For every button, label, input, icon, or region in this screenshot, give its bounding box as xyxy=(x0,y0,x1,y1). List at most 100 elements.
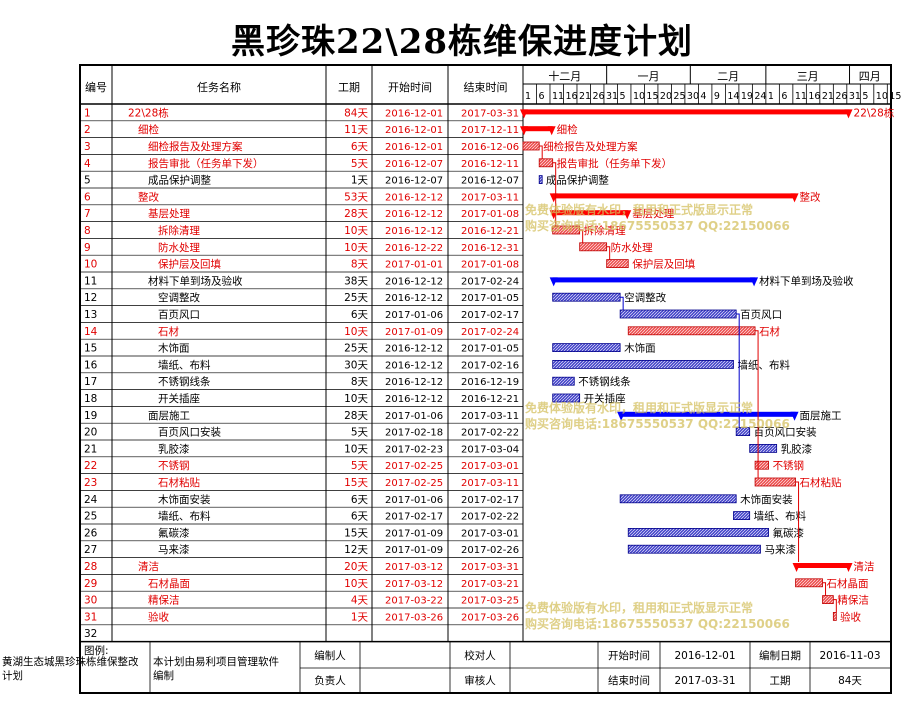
task-end: 2016-12-21 xyxy=(461,226,519,237)
task-bar xyxy=(627,326,756,336)
task-end: 2017-02-17 xyxy=(461,495,519,506)
bar-label: 整改 xyxy=(800,190,821,203)
summary-bar-start-cap xyxy=(792,563,801,572)
day-tick-label: 1 xyxy=(525,91,531,102)
day-tick-label: 10 xyxy=(633,91,645,102)
task-bar xyxy=(579,242,608,252)
watermark-text: 免费体验版有水印，租用和正式版显示正常 xyxy=(525,600,753,615)
task-start: 2016-12-12 xyxy=(385,192,443,203)
column-header: 结束时间 xyxy=(464,81,508,94)
bar-label: 墙纸、布料 xyxy=(737,358,790,371)
task-id: 24 xyxy=(84,494,98,506)
task-name: 细检 xyxy=(138,123,159,136)
task-id: 5 xyxy=(84,175,91,187)
task-end: 2017-03-01 xyxy=(461,528,519,539)
start-time-value: 2016-12-01 xyxy=(674,650,735,662)
task-name: 成品保护调整 xyxy=(148,174,211,187)
task-end: 2017-01-05 xyxy=(461,344,519,355)
task-start: 2016-12-22 xyxy=(385,243,443,254)
dependency-link xyxy=(755,330,759,478)
summary-bar xyxy=(552,193,796,199)
task-duration: 4天 xyxy=(351,595,369,607)
task-name: 不锈钢线条 xyxy=(158,375,211,388)
task-bar xyxy=(822,595,834,604)
task-name: 乳胶漆 xyxy=(158,442,190,455)
day-tick-label: 9 xyxy=(714,91,720,102)
task-duration: 5天 xyxy=(351,427,369,439)
task-id: 7 xyxy=(84,208,91,220)
day-tick-label: 19 xyxy=(741,91,753,102)
task-name: 验收 xyxy=(148,610,169,623)
task-start: 2017-02-25 xyxy=(385,461,443,472)
task-bar xyxy=(754,477,796,487)
task-name: 22\28栋 xyxy=(128,106,169,119)
footer-note-line2: 编制 xyxy=(153,669,174,682)
task-end: 2017-03-25 xyxy=(461,596,519,607)
month-label: 一月 xyxy=(637,70,659,83)
task-id: 20 xyxy=(84,427,97,439)
month-label: 三月 xyxy=(797,70,819,83)
task-bar xyxy=(619,494,737,504)
task-bar xyxy=(735,427,751,437)
task-start: 2017-01-06 xyxy=(385,495,443,506)
task-start: 2017-02-17 xyxy=(385,512,443,523)
task-duration: 15天 xyxy=(344,477,368,489)
task-id: 25 xyxy=(84,511,97,523)
task-name: 马来漆 xyxy=(158,543,190,556)
task-end: 2017-01-05 xyxy=(461,293,519,304)
compile-date-value: 2016-11-03 xyxy=(819,650,880,662)
day-tick-label: 6 xyxy=(538,91,544,102)
task-bar xyxy=(754,460,769,470)
task-duration: 10天 xyxy=(344,578,368,590)
task-end: 2017-01-08 xyxy=(461,209,519,220)
task-id: 17 xyxy=(84,376,97,388)
task-start: 2016-12-01 xyxy=(385,125,443,136)
task-id: 2 xyxy=(84,124,91,136)
task-bar xyxy=(619,309,737,319)
dependency-link xyxy=(620,296,624,310)
task-duration: 30天 xyxy=(344,359,368,371)
summary-bar-end-cap xyxy=(790,193,799,203)
task-duration: 5天 xyxy=(351,158,369,170)
task-id: 6 xyxy=(84,191,91,203)
task-end: 2017-02-26 xyxy=(461,545,519,556)
legend-label: 图例: xyxy=(84,644,109,657)
summary-bar xyxy=(523,109,850,115)
bar-label: 面层施工 xyxy=(800,409,842,422)
task-end: 2017-02-17 xyxy=(461,310,519,321)
day-tick-label: 10 xyxy=(876,91,888,102)
task-id: 32 xyxy=(84,628,97,640)
task-name: 百页风口安装 xyxy=(158,426,221,439)
compile-date-label: 编制日期 xyxy=(759,649,801,662)
task-duration: 6天 xyxy=(351,141,369,153)
task-start: 2017-03-12 xyxy=(385,562,443,573)
task-bar xyxy=(733,511,751,521)
task-id: 10 xyxy=(84,259,97,271)
day-tick-label: 14 xyxy=(727,91,739,102)
bar-label: 开关插座 xyxy=(584,392,626,405)
task-id: 23 xyxy=(84,477,97,489)
task-id: 3 xyxy=(84,141,91,153)
task-id: 27 xyxy=(84,544,97,556)
bar-label: 成品保护调整 xyxy=(546,174,609,187)
bar-label: 木饰面 xyxy=(624,342,656,355)
task-duration: 53天 xyxy=(344,191,368,203)
summary-bar-start-cap xyxy=(617,411,626,421)
bar-label: 拆除清理 xyxy=(584,224,626,237)
day-tick-label: 15 xyxy=(889,91,901,102)
task-duration: 28天 xyxy=(344,208,368,220)
task-end: 2016-12-19 xyxy=(461,377,519,388)
task-id: 8 xyxy=(84,225,91,237)
compiler-label: 编制人 xyxy=(314,649,346,662)
day-tick-label: 20 xyxy=(660,91,672,102)
task-end: 2017-03-31 xyxy=(461,108,519,119)
task-bar xyxy=(552,343,621,353)
task-start: 2017-01-09 xyxy=(385,545,443,556)
task-name: 墙纸、布料 xyxy=(158,358,211,371)
task-duration: 10天 xyxy=(344,225,368,237)
dependency-link xyxy=(606,246,611,260)
task-duration: 6天 xyxy=(351,494,369,506)
bar-label: 石材晶面 xyxy=(827,577,869,590)
task-duration: 25天 xyxy=(344,343,368,355)
